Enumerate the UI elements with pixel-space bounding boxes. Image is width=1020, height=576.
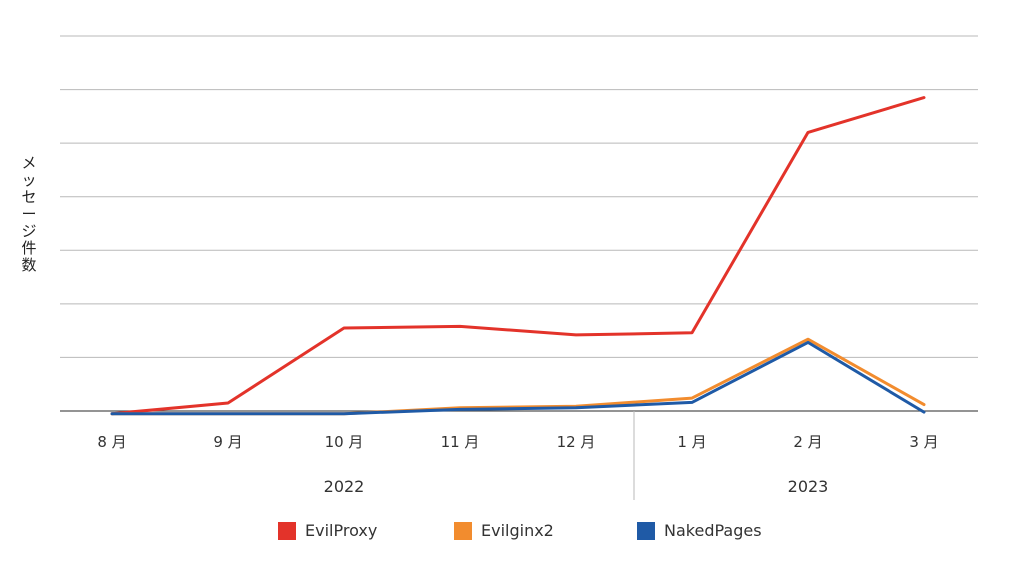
x-tick-label: 10 月 — [325, 433, 364, 451]
x-tick-labels: 8 月 9 月 10 月 11 月 12 月 1 月 2 月 3 月 — [97, 433, 938, 451]
legend: EvilProxy Evilginx2 NakedPages — [278, 521, 762, 540]
x-tick-label: 8 月 — [97, 433, 126, 451]
x-axis — [60, 410, 978, 500]
x-tick-label: 12 月 — [557, 433, 596, 451]
year-label: 2022 — [324, 477, 365, 496]
x-tick-label: 2 月 — [793, 433, 822, 451]
legend-swatch-evilginx2 — [454, 522, 472, 540]
legend-label-nakedpages: NakedPages — [664, 521, 762, 540]
series-line-nakedpages — [110, 340, 926, 416]
series-line-evilproxy — [110, 96, 926, 416]
series-lines — [110, 96, 926, 416]
legend-label-evilproxy: EvilProxy — [305, 521, 377, 540]
gridlines — [60, 35, 978, 358]
x-tick-label: 3 月 — [909, 433, 938, 451]
legend-label-evilginx2: Evilginx2 — [481, 521, 554, 540]
series-line-evilginx2 — [110, 337, 926, 416]
x-tick-label: 9 月 — [213, 433, 242, 451]
x-tick-label: 1 月 — [677, 433, 706, 451]
year-labels: 2022 2023 — [324, 477, 829, 496]
y-axis-label: メッセージ件数 — [21, 154, 36, 274]
legend-swatch-nakedpages — [637, 522, 655, 540]
year-label: 2023 — [788, 477, 829, 496]
legend-swatch-evilproxy — [278, 522, 296, 540]
x-tick-label: 11 月 — [441, 433, 480, 451]
